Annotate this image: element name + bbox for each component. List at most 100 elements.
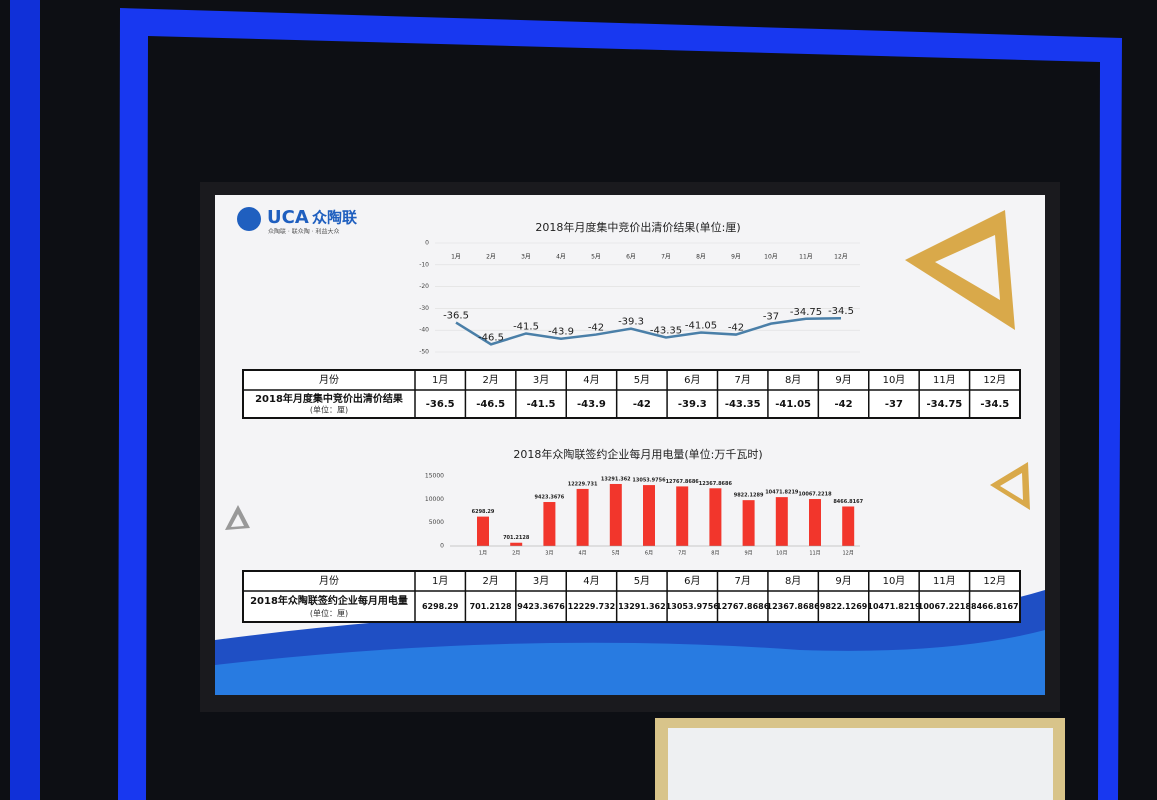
y-tick-label: -10 — [419, 261, 429, 268]
bar — [609, 483, 622, 546]
table-cell: 10067.2218 — [918, 602, 972, 611]
table-cell: 10471.8219 — [867, 602, 921, 611]
x-tick-label: 5月 — [591, 254, 601, 261]
data-label: -41.5 — [513, 321, 539, 332]
data-label: -36.5 — [443, 311, 469, 322]
y-tick-label: -30 — [419, 305, 429, 312]
table-cell: -42 — [633, 399, 651, 410]
row-unit: (单位：厘) — [310, 405, 348, 415]
gold-triangle — [905, 210, 1015, 330]
chart-title: 2018年众陶联签约企业每月用电量(单位:万千瓦时) — [513, 447, 762, 461]
table-header: 月份 — [319, 575, 339, 587]
table-header: 10月 — [883, 374, 906, 386]
data-label: -39.3 — [618, 317, 644, 328]
data-label: -42 — [588, 323, 604, 334]
bar — [576, 488, 589, 546]
x-tick-label: 6月 — [645, 551, 653, 557]
data-label: 12229.731 — [568, 481, 598, 487]
table-cell: 12767.8686 — [716, 602, 770, 611]
logo-name: 众陶联 — [312, 209, 358, 227]
table-header: 8月 — [785, 575, 801, 587]
x-tick-label: 10月 — [776, 551, 787, 557]
data-label: 8466.8167 — [833, 499, 863, 505]
table-cell: 12229.732 — [568, 602, 616, 611]
gold-triangle — [990, 462, 1030, 510]
table-header: 10月 — [883, 575, 906, 587]
row-label: 2018年月度集中竞价出清价结果 — [255, 392, 404, 405]
x-tick-label: 1月 — [451, 254, 461, 261]
data-label: 701.2128 — [503, 535, 530, 541]
logo-tagline: 众陶联 · 联众陶 · 利益大众 — [268, 228, 339, 236]
table-cell: -43.9 — [577, 399, 606, 410]
data-label: -41.05 — [685, 320, 717, 331]
bar — [510, 542, 523, 546]
table-header: 9月 — [835, 374, 851, 386]
x-tick-label: 7月 — [678, 551, 686, 557]
table-cell: -34.75 — [926, 399, 962, 410]
table-header: 4月 — [583, 575, 599, 587]
line — [455, 316, 842, 346]
table-header: 5月 — [634, 374, 650, 386]
x-tick-label: 12月 — [834, 254, 848, 261]
x-tick-label: 3月 — [521, 254, 531, 261]
table-cell: -39.3 — [678, 399, 707, 410]
y-tick-label: 15000 — [425, 473, 444, 480]
table-header: 2月 — [482, 575, 498, 587]
table-cell: 13291.362 — [618, 602, 666, 611]
table-header: 12月 — [983, 575, 1006, 587]
table-header: 3月 — [533, 575, 549, 587]
data-label: 13053.9756 — [632, 478, 666, 484]
table-header: 7月 — [735, 575, 751, 587]
table-header: 1月 — [432, 374, 448, 386]
data-label: 13291.362 — [601, 476, 631, 482]
x-tick-label: 4月 — [556, 254, 566, 261]
row-unit: (单位：厘) — [310, 608, 348, 618]
y-tick-label: 0 — [440, 543, 444, 550]
x-tick-label: 7月 — [661, 254, 671, 261]
bar — [643, 485, 655, 546]
table-cell: 8466.8167 — [971, 602, 1019, 611]
logo-brand: UCA — [267, 207, 309, 228]
y-tick-label: 10000 — [425, 496, 444, 503]
x-tick-label: 11月 — [809, 551, 820, 557]
table-header: 6月 — [684, 575, 700, 587]
bar — [842, 506, 855, 546]
data-label: 9423.3676 — [535, 495, 565, 501]
table-header: 12月 — [983, 374, 1006, 386]
table-cell: -41.5 — [527, 399, 556, 410]
table-header: 6月 — [684, 374, 700, 386]
data-label: -46.5 — [478, 332, 504, 343]
silver-triangle — [225, 505, 250, 530]
tablet-screen — [668, 728, 1053, 800]
table-cell: 12367.8686 — [767, 602, 821, 611]
table-cell: 13053.9756 — [666, 602, 720, 611]
table-cell: -43.35 — [725, 399, 761, 410]
x-tick-label: 8月 — [696, 254, 706, 261]
bar — [709, 488, 722, 546]
x-tick-label: 4月 — [579, 551, 587, 557]
table-header: 8月 — [785, 374, 801, 386]
data-label: 12367.8686 — [699, 481, 733, 487]
data-label: 9822.1289 — [734, 493, 764, 499]
data-label: 6298.29 — [472, 509, 495, 515]
table-cell: 6298.29 — [422, 602, 459, 611]
y-tick-label: -20 — [419, 283, 429, 290]
y-tick-label: 5000 — [429, 519, 444, 526]
table-header: 7月 — [735, 374, 751, 386]
x-tick-label: 3月 — [545, 551, 553, 557]
left-light — [10, 0, 40, 800]
data-label: -43.35 — [650, 326, 682, 337]
table-header: 2月 — [482, 374, 498, 386]
bar — [477, 516, 489, 546]
data-label: 10067.2218 — [798, 492, 832, 498]
x-tick-label: 2月 — [486, 254, 496, 261]
x-tick-label: 9月 — [731, 254, 741, 261]
y-tick-label: 0 — [425, 240, 429, 247]
table-header: 1月 — [432, 575, 448, 587]
table-header: 4月 — [583, 374, 599, 386]
table-cell: 9822.1269 — [820, 602, 868, 611]
y-tick-label: -50 — [419, 349, 429, 356]
data-label: -34.5 — [828, 306, 854, 317]
table-cell: -37 — [885, 399, 903, 410]
